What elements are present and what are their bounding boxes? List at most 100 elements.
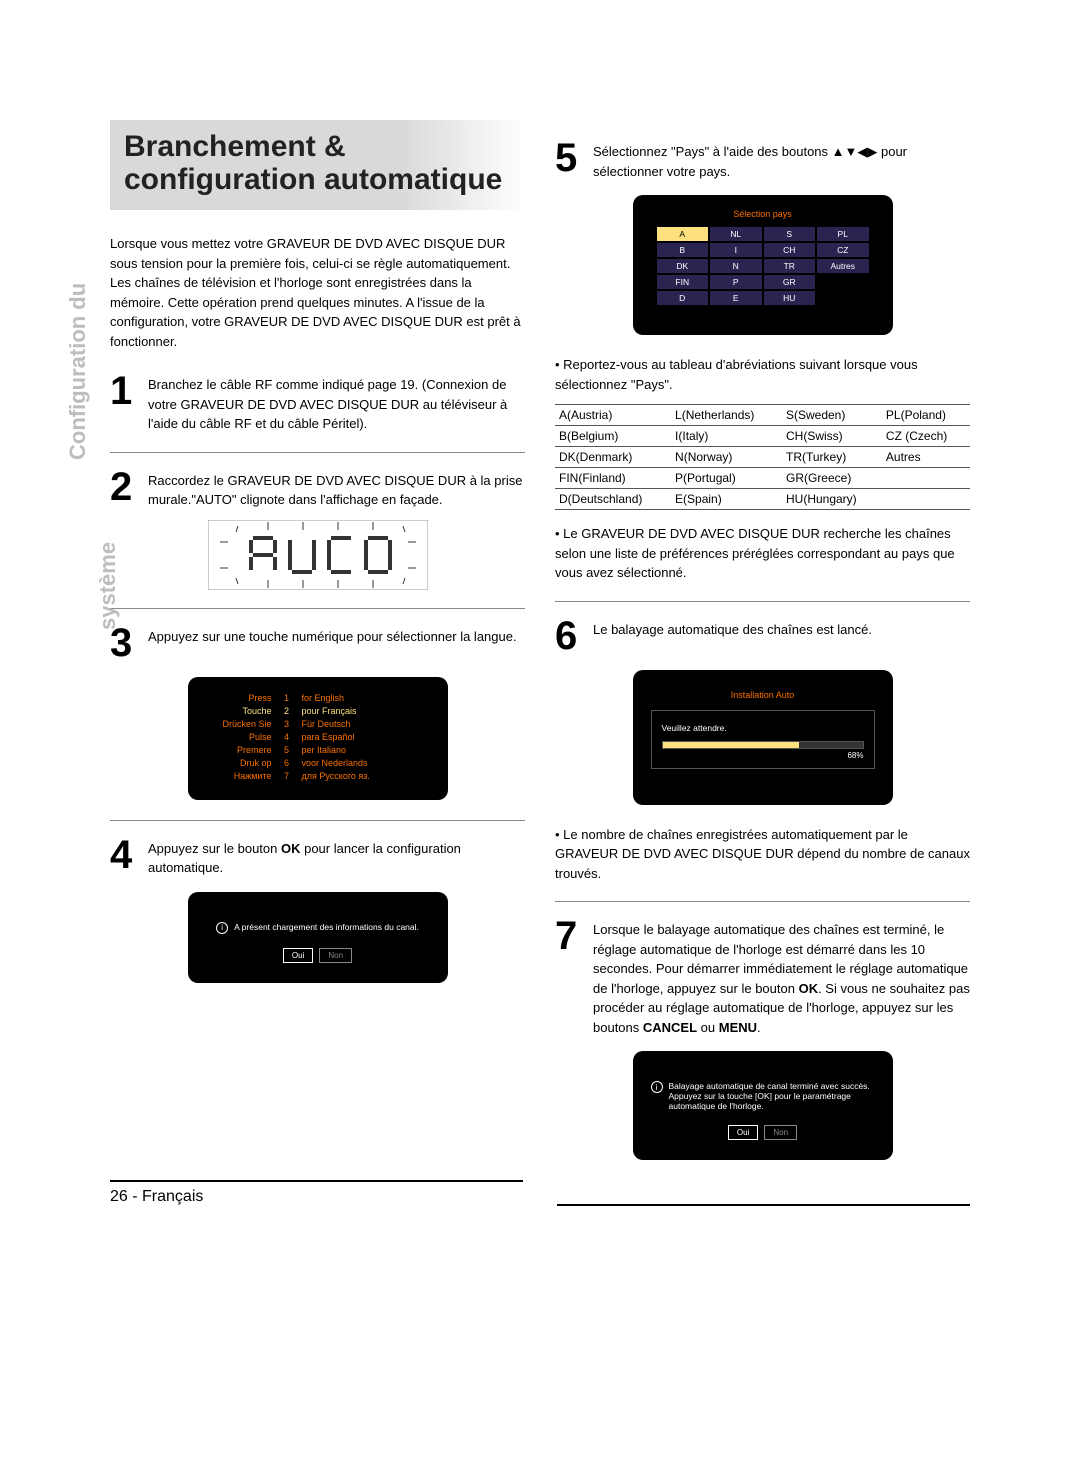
table-row: A(Austria)L(Netherlands)S(Sweden)PL(Pola… (555, 405, 970, 426)
title-banner: Branchement & configuration automatique (110, 120, 525, 210)
lang-prompt: Premere (202, 745, 272, 755)
country-cell[interactable]: TR (764, 259, 816, 273)
t-bold: CANCEL (643, 1020, 697, 1035)
lang-num: 4 (280, 732, 294, 742)
lang-row: Press1for English (202, 693, 434, 703)
country-cell[interactable]: CZ (817, 243, 869, 257)
progress-bar (662, 741, 864, 749)
step-5: 5 Sélectionnez "Pays" à l'aide des bouto… (555, 138, 970, 181)
side-label-1: Configuration du (65, 283, 91, 460)
step-text: Lorsque le balayage automatique des chaî… (593, 916, 970, 1037)
l2: Appuyez sur la touche [OK] pour le param… (669, 1091, 851, 1111)
country-cell[interactable]: FIN (657, 275, 709, 289)
step-number: 7 (555, 916, 583, 956)
table-cell: PL(Poland) (882, 405, 970, 426)
step-number: 5 (555, 138, 583, 178)
country-cell[interactable]: D (657, 291, 709, 305)
screen-title: Sélection pays (657, 209, 869, 219)
table-cell: I(Italy) (671, 426, 782, 447)
country-cell[interactable]: P (710, 275, 762, 289)
step-number: 6 (555, 616, 583, 656)
table-cell (882, 468, 970, 489)
country-select-screen: Sélection pays ANLSPL BICHCZ DKNTRAutres FI… (633, 195, 893, 335)
t-bold: OK (799, 981, 819, 996)
lang-num: 2 (280, 706, 294, 716)
country-cell[interactable]: DK (657, 259, 709, 273)
step-number: 2 (110, 467, 138, 507)
table-cell: CZ (Czech) (882, 426, 970, 447)
loading-channel-screen: i A présent chargement des informations … (188, 892, 448, 983)
progress-pct: 68% (662, 751, 864, 760)
lang-row: Drücken Sie3Für Deutsch (202, 719, 434, 729)
lang-num: 1 (280, 693, 294, 703)
lang-row: Нажмите 7 для Русского яз. (202, 771, 434, 781)
oui-button[interactable]: Oui (283, 948, 313, 963)
lang-label: pour Français (302, 706, 434, 716)
recorder-search-bullet: Le GRAVEUR DE DVD AVEC DISQUE DUR recher… (555, 524, 970, 583)
lang-num: 7 (280, 771, 294, 781)
country-cell[interactable]: HU (764, 291, 816, 305)
lang-label: для Русского яз. (302, 771, 434, 781)
page: Configuration du système Branchement & c… (110, 120, 970, 1206)
table-cell: A(Austria) (555, 405, 671, 426)
t: . (757, 1020, 761, 1035)
oui-button[interactable]: Oui (728, 1125, 758, 1140)
lang-prompt: Нажмите (202, 771, 272, 781)
info-icon: i (216, 922, 228, 934)
wait-text: Veuillez attendre. (662, 723, 864, 733)
country-cell[interactable]: I (710, 243, 762, 257)
lang-prompt: Touche (202, 706, 272, 716)
table-cell: E(Spain) (671, 489, 782, 510)
lang-label: for English (302, 693, 434, 703)
country-cell[interactable]: GR (764, 275, 816, 289)
step-text: Raccordez le GRAVEUR DE DVD AVEC DISQUE … (148, 467, 525, 510)
country-cell[interactable]: NL (710, 227, 762, 241)
country-cell[interactable]: PL (817, 227, 869, 241)
table-cell: CH(Swiss) (782, 426, 882, 447)
left-column: Branchement & configuration automatique … (110, 120, 525, 1180)
non-button[interactable]: Non (319, 948, 352, 963)
language-select-screen: Press1for EnglishTouche2pour FrançaisDrü… (188, 677, 448, 800)
step-7: 7 Lorsque le balayage automatique des ch… (555, 901, 970, 1037)
step-3: 3 Appuyez sur une touche numérique pour … (110, 608, 525, 663)
table-cell: L(Netherlands) (671, 405, 782, 426)
country-cell[interactable]: B (657, 243, 709, 257)
step-text: Sélectionnez "Pays" à l'aide des boutons… (593, 138, 970, 181)
channel-count-bullet: Le nombre de chaînes enregistrées automa… (555, 825, 970, 884)
country-cell[interactable]: CH (764, 243, 816, 257)
step-text: Branchez le câble RF comme indiqué page … (148, 371, 525, 434)
step-text: Appuyez sur une touche numérique pour sé… (148, 623, 517, 647)
lang-prompt: Pulse (202, 732, 272, 742)
table-row: DK(Denmark)N(Norway)TR(Turkey)Autres (555, 447, 970, 468)
country-cell[interactable]: A (657, 227, 709, 241)
lang-label: para Español (302, 732, 434, 742)
page-lang: Français (142, 1188, 203, 1205)
country-cell[interactable]: N (710, 259, 762, 273)
non-button[interactable]: Non (764, 1125, 797, 1140)
scan-complete-screen: i Balayage automatique de canal terminé … (633, 1051, 893, 1160)
step-6: 6 Le balayage automatique des chaînes es… (555, 601, 970, 656)
lang-row: Druk op6voor Nederlands (202, 758, 434, 768)
step-number: 1 (110, 371, 138, 411)
lang-label: per Italiano (302, 745, 434, 755)
country-cell[interactable]: S (764, 227, 816, 241)
lang-label: voor Nederlands (302, 758, 434, 768)
table-cell: GR(Greece) (782, 468, 882, 489)
country-cell[interactable]: Autres (817, 259, 869, 273)
t-bold: MENU (719, 1020, 757, 1035)
l1: Balayage automatique de canal terminé av… (669, 1081, 870, 1091)
seven-segment-display (208, 520, 428, 590)
lang-prompt: Druk op (202, 758, 272, 768)
table-cell: DK(Denmark) (555, 447, 671, 468)
lang-prompt: Drücken Sie (202, 719, 272, 729)
step-number: 4 (110, 835, 138, 875)
intro-paragraph: Lorsque vous mettez votre GRAVEUR DE DVD… (110, 234, 525, 351)
abbreviation-table: A(Austria)L(Netherlands)S(Sweden)PL(Pola… (555, 404, 970, 510)
table-cell (882, 489, 970, 510)
title-line-1: Branchement & (124, 130, 346, 163)
lang-row: Touche 2 pour Français (202, 706, 434, 716)
country-cell[interactable]: E (710, 291, 762, 305)
table-cell: Autres (882, 447, 970, 468)
t: ou (697, 1020, 719, 1035)
table-cell: B(Belgium) (555, 426, 671, 447)
